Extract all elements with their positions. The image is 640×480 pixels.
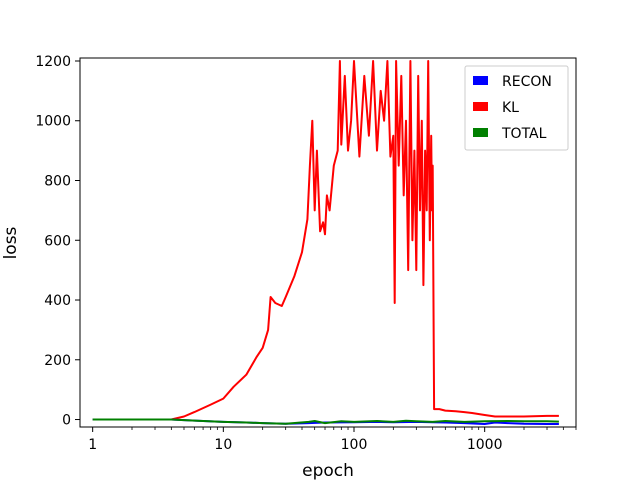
legend: RECON KL TOTAL	[464, 65, 569, 151]
legend-swatch-recon	[473, 76, 488, 85]
series-line-total	[92, 418, 559, 425]
y-tick-label: 1000	[35, 114, 71, 130]
plot-frame	[79, 57, 577, 428]
legend-swatch-total	[473, 128, 488, 137]
y-tick-label: 200	[44, 353, 71, 369]
legend-box	[464, 65, 569, 151]
y-tick-label: 800	[44, 174, 71, 190]
x-tick-label: 1	[88, 437, 97, 453]
ticks-layer: 1 10 100 1000 0 200 400 600 800 1000 1200	[35, 54, 577, 453]
y-tick-label: 0	[62, 413, 71, 429]
legend-label-total: TOTAL	[501, 126, 547, 142]
x-axis-label: epoch	[302, 461, 354, 480]
legend-label-recon: RECON	[502, 74, 552, 90]
x-tick-label: 100	[341, 437, 368, 453]
y-tick-label: 1200	[35, 54, 71, 70]
legend-swatch-kl	[473, 102, 488, 111]
series-layer	[92, 60, 559, 425]
x-tick-label: 10	[214, 437, 232, 453]
series-line-kl	[92, 60, 559, 421]
y-tick-label: 400	[44, 293, 71, 309]
y-tick-label: 600	[44, 233, 71, 249]
x-tick-label: 1000	[467, 437, 503, 453]
y-axis-label: loss	[1, 226, 21, 259]
legend-label-kl: KL	[502, 100, 519, 116]
